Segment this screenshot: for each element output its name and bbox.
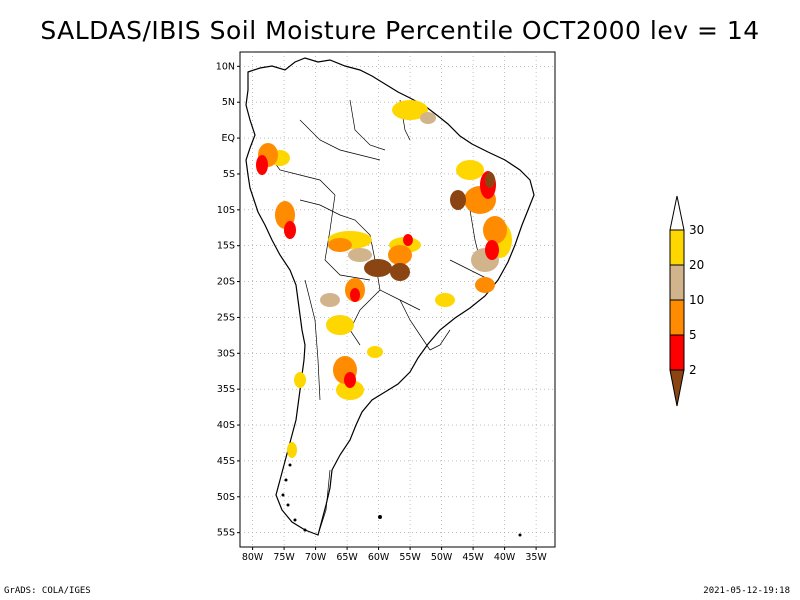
lat-tick-label: 25S — [217, 312, 235, 323]
lat-tick-label: 45S — [217, 456, 235, 467]
lat-tick-label: 10S — [217, 205, 235, 216]
legend-swatch-bottom — [669, 369, 685, 407]
lon-tick-label: 65W — [336, 552, 358, 563]
legend-swatch-top — [669, 195, 685, 231]
legend-swatch — [669, 299, 685, 336]
lat-tick-label: 50S — [217, 492, 235, 503]
country-borders — [264, 99, 491, 536]
lon-tick-label: 60W — [368, 552, 390, 563]
lon-tick-label: 55W — [399, 552, 421, 563]
lat-tick-label: 55S — [217, 528, 235, 539]
legend-label: 2 — [689, 363, 697, 377]
plot-frame — [239, 51, 556, 548]
color-legend: 30 20 10 5 2 — [669, 195, 704, 407]
lon-tick-label: 80W — [242, 552, 264, 563]
legend-label: 5 — [689, 328, 697, 342]
lon-tick-label: 50W — [431, 552, 453, 563]
latitude-axis: 10N 5N EQ 5S 10S 15S 20S 25S 30S 35S 40S 45S 50S 55S — [216, 61, 240, 539]
lon-tick-label: 45W — [462, 552, 484, 563]
footer-credit: GrADS: COLA/IGES — [4, 586, 91, 596]
legend-label: 30 — [689, 223, 704, 237]
lat-tick-label: 30S — [217, 348, 235, 359]
lon-tick-label: 35W — [525, 552, 547, 563]
lat-tick-label: 5S — [223, 169, 235, 180]
lat-tick-label: 20S — [217, 277, 235, 288]
lon-tick-label: 70W — [305, 552, 327, 563]
footer-timestamp: 2021-05-12-19:18 — [703, 586, 790, 596]
south-america-coastline — [245, 57, 535, 536]
legend-swatch — [669, 334, 685, 371]
soil-moisture-shading — [256, 100, 512, 458]
lon-tick-label: 40W — [494, 552, 516, 563]
legend-swatch — [669, 264, 685, 301]
lat-tick-label: 35S — [217, 384, 235, 395]
legend-label: 10 — [689, 293, 704, 307]
legend-swatch — [669, 229, 685, 266]
map-title: SALDAS/IBIS Soil Moisture Percentile OCT… — [40, 16, 760, 45]
lat-tick-label: 10N — [216, 61, 235, 72]
southern-islands — [281, 463, 522, 537]
lon-tick-label: 75W — [273, 552, 295, 563]
lat-tick-label: 40S — [217, 420, 235, 431]
legend-label: 20 — [689, 258, 704, 272]
lat-tick-label: 15S — [217, 241, 235, 252]
lat-tick-label: EQ — [222, 133, 235, 144]
lat-tick-label: 5N — [222, 97, 235, 108]
graticule — [240, 52, 555, 547]
longitude-axis: 80W 75W 70W 65W 60W 55W 50W 45W 40W 35W — [242, 547, 547, 563]
